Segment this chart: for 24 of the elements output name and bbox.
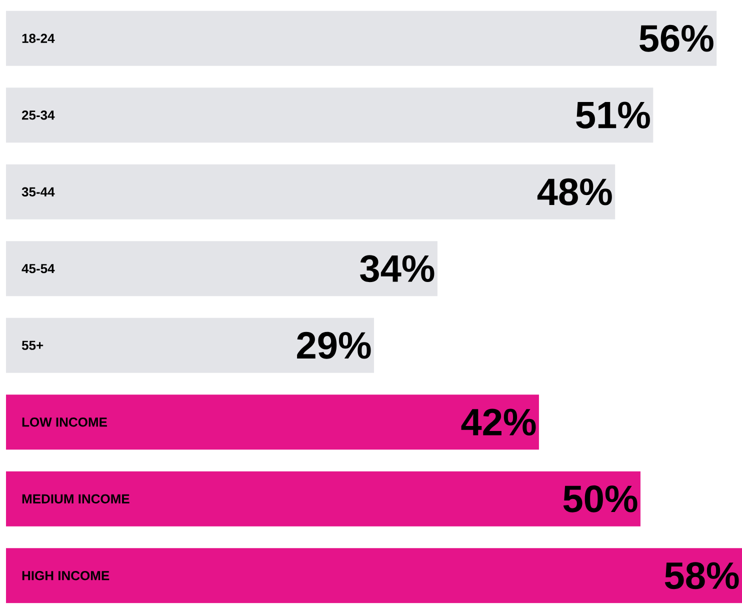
data-label: 34% [360,255,434,282]
bar [6,471,640,526]
y-tick-label: 18-24 [22,34,55,43]
data-label: 42% [461,408,536,436]
y-tick-label: LOW INCOME [22,418,107,427]
bar [6,394,539,450]
data-label: 48% [537,178,612,206]
y-tick-label: 55+ [22,340,44,350]
y-tick-label: 35-44 [22,187,55,196]
bar [6,241,438,296]
data-label: 51% [576,102,650,129]
bar [6,318,374,373]
y-tick-label: 45-54 [22,264,55,274]
data-label: 58% [664,562,739,590]
data-label: 56% [640,24,714,52]
y-tick-label: MEDIUM INCOME [22,494,130,504]
data-label: 29% [297,332,371,359]
bar [6,164,616,220]
bar [6,548,742,604]
y-tick-label: HIGH INCOME [22,571,110,580]
bar [6,88,654,143]
y-tick-label: 25-34 [22,110,55,120]
data-label: 50% [563,485,638,512]
bar [6,10,717,66]
